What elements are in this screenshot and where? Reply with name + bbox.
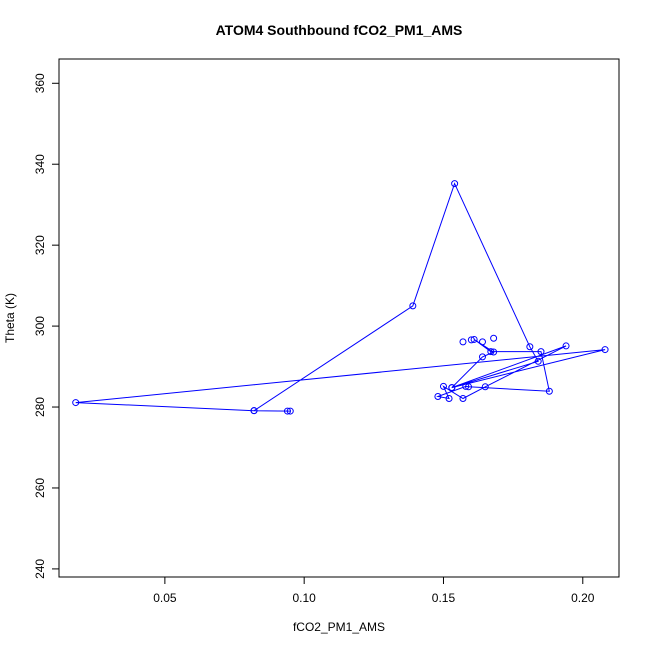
x-tick-label: 0.10 (292, 591, 316, 605)
data-point (459, 395, 467, 403)
data-point (250, 407, 258, 415)
data-point (462, 382, 470, 390)
data-point (434, 393, 442, 401)
y-tick-label: 260 (33, 478, 47, 498)
y-axis-title: Theta (K) (3, 293, 17, 343)
data-point (409, 302, 417, 310)
data-point (490, 348, 498, 356)
data-point (545, 387, 553, 395)
data-point (283, 407, 291, 415)
y-axis: 240 260 280 300 320 340 360 (33, 73, 60, 579)
data-point (286, 407, 294, 415)
series-line (75, 182, 606, 412)
x-tick-label: 0.15 (432, 591, 456, 605)
data-point (534, 357, 542, 365)
data-point (481, 383, 489, 391)
data-point (445, 395, 453, 403)
data-point (467, 336, 475, 344)
y-tick-label: 300 (33, 316, 47, 336)
data-point (470, 335, 478, 343)
y-tick-label: 360 (33, 73, 47, 93)
x-axis: 0.05 0.10 0.15 0.20 (153, 576, 595, 605)
series-layer (72, 180, 609, 415)
data-point (490, 334, 498, 342)
data-point (478, 338, 486, 346)
data-point (465, 383, 473, 391)
data-point (439, 382, 447, 390)
y-tick-label: 320 (33, 235, 47, 255)
data-point (537, 348, 545, 356)
x-axis-title: fCO2_PM1_AMS (293, 620, 385, 634)
y-tick-label: 240 (33, 559, 47, 579)
data-point (487, 348, 495, 356)
y-tick-label: 340 (33, 154, 47, 174)
data-point (562, 342, 570, 350)
data-point (459, 338, 467, 346)
data-point (526, 343, 534, 351)
y-tick-label: 280 (33, 397, 47, 417)
chart-title: ATOM4 Southbound fCO2_PM1_AMS (216, 22, 463, 38)
x-tick-label: 0.05 (153, 591, 177, 605)
x-tick-label: 0.20 (571, 591, 595, 605)
data-point (451, 180, 459, 188)
data-point (601, 346, 609, 354)
data-point (448, 384, 456, 392)
data-point (72, 399, 80, 407)
data-point (478, 353, 486, 361)
